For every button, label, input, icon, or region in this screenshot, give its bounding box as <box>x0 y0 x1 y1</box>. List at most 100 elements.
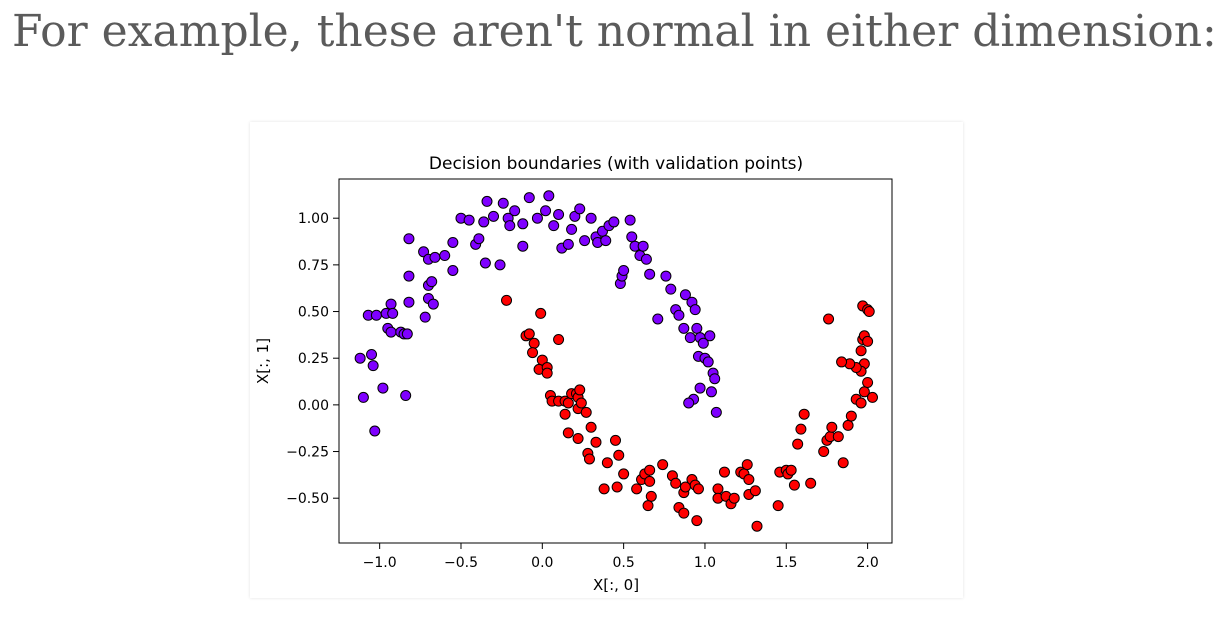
y-tick-label: 0.25 <box>298 351 329 367</box>
point-class-0 <box>419 311 431 323</box>
point-class-1 <box>590 436 602 448</box>
point-class-1 <box>611 481 623 493</box>
x-tick-label: 2.0 <box>856 555 878 571</box>
point-class-0 <box>401 328 413 340</box>
point-class-1 <box>792 438 804 450</box>
y-tick-label: 0.75 <box>298 258 329 274</box>
point-class-1 <box>798 408 810 420</box>
point-class-0 <box>504 220 516 232</box>
y-tick-label: 0.50 <box>298 305 329 321</box>
y-tick-label: 1.00 <box>298 211 329 227</box>
x-tick-label: −0.5 <box>444 555 478 571</box>
point-class-1 <box>712 483 724 495</box>
point-class-1 <box>574 384 586 396</box>
point-class-0 <box>387 307 399 319</box>
point-class-1 <box>785 464 797 476</box>
point-class-0 <box>585 212 597 224</box>
point-class-0 <box>531 212 543 224</box>
point-class-0 <box>385 326 397 338</box>
point-class-0 <box>553 208 565 220</box>
point-class-0 <box>652 313 664 325</box>
point-class-0 <box>548 220 560 232</box>
point-class-0 <box>426 276 438 288</box>
point-class-1 <box>575 397 587 409</box>
point-class-0 <box>694 382 706 394</box>
point-class-0 <box>543 190 555 202</box>
point-class-1 <box>562 427 574 439</box>
point-class-1 <box>836 356 848 368</box>
point-class-0 <box>366 348 378 360</box>
point-class-0 <box>439 250 451 262</box>
point-class-1 <box>837 457 849 469</box>
point-class-0 <box>403 233 415 245</box>
point-class-1 <box>583 453 595 465</box>
point-class-0 <box>683 397 695 409</box>
point-class-0 <box>637 240 649 252</box>
point-class-1 <box>692 483 704 495</box>
point-class-1 <box>562 397 574 409</box>
point-class-1 <box>751 520 763 532</box>
point-class-1 <box>527 347 539 359</box>
point-class-0 <box>691 322 703 334</box>
point-class-1 <box>559 408 571 420</box>
point-class-0 <box>517 240 529 252</box>
point-class-1 <box>866 391 878 403</box>
point-class-0 <box>709 373 721 385</box>
scatter-chart: Decision boundaries (with validation poi… <box>254 154 893 594</box>
y-tick-label: −0.25 <box>286 445 329 461</box>
point-class-0 <box>403 270 415 282</box>
point-class-1 <box>749 485 761 497</box>
point-class-0 <box>660 270 672 282</box>
point-class-1 <box>598 483 610 495</box>
point-class-0 <box>367 360 379 372</box>
point-class-1 <box>741 459 753 471</box>
point-class-0 <box>640 253 652 265</box>
point-class-1 <box>642 500 654 512</box>
point-class-1 <box>610 434 621 446</box>
point-class-0 <box>463 214 475 226</box>
point-class-0 <box>574 203 586 215</box>
point-class-0 <box>427 298 439 310</box>
y-tick-label: −0.50 <box>286 491 329 507</box>
point-class-1 <box>645 490 657 502</box>
point-class-1 <box>826 421 838 433</box>
point-class-0 <box>370 309 382 321</box>
point-class-0 <box>377 382 389 394</box>
point-class-1 <box>670 477 682 489</box>
point-class-0 <box>579 235 591 247</box>
point-class-1 <box>862 376 874 388</box>
point-class-0 <box>608 216 620 228</box>
point-class-1 <box>631 483 643 495</box>
point-class-1 <box>644 475 656 487</box>
point-class-0 <box>600 235 612 247</box>
point-class-0 <box>566 223 578 235</box>
x-axis-label: X[:, 0] <box>593 576 639 594</box>
point-class-0 <box>673 309 685 321</box>
x-tick-label: 1.0 <box>694 555 716 571</box>
point-class-1 <box>585 421 597 433</box>
point-class-1 <box>657 459 669 471</box>
point-class-0 <box>357 391 369 403</box>
point-class-1 <box>728 492 740 504</box>
axes: −1.0 −0.5 0.0 0.5 1.0 1.5 2.0 −0.50 −0.25 0.00 0.2… <box>286 211 879 571</box>
point-class-1 <box>805 477 817 489</box>
point-class-1 <box>572 432 584 444</box>
point-class-0 <box>488 210 500 222</box>
point-class-0 <box>710 406 722 418</box>
point-class-1 <box>862 335 874 347</box>
point-class-1 <box>718 466 730 478</box>
point-class-0 <box>479 257 491 269</box>
point-class-0 <box>665 283 677 295</box>
point-class-1 <box>832 431 844 443</box>
plot-frame <box>338 178 893 544</box>
point-class-1 <box>823 313 835 325</box>
point-class-1 <box>845 410 857 422</box>
point-class-0 <box>562 238 574 250</box>
point-class-0 <box>497 197 509 209</box>
point-class-0 <box>385 298 397 310</box>
point-class-1 <box>691 515 703 527</box>
point-class-0 <box>704 330 716 342</box>
point-class-0 <box>403 296 415 308</box>
point-class-1 <box>528 337 540 349</box>
point-class-0 <box>447 236 459 248</box>
